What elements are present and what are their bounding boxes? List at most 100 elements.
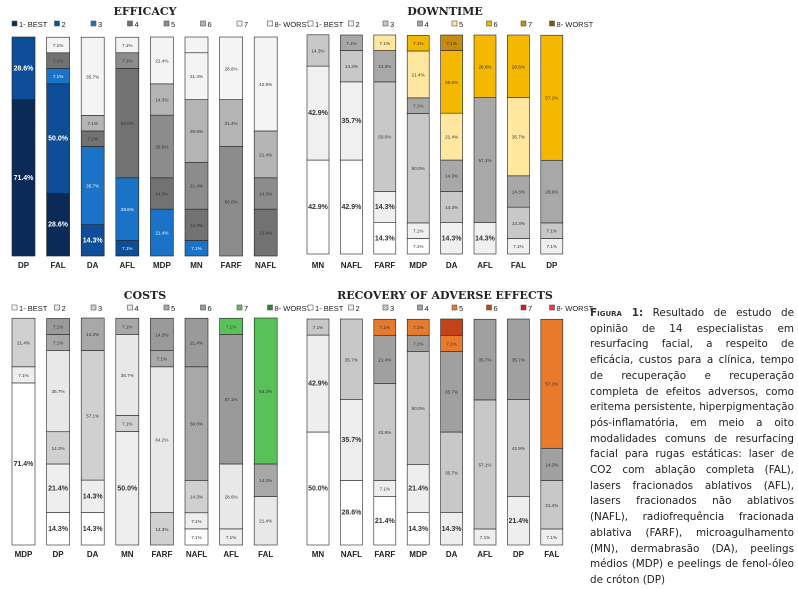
data-label: 7.1% xyxy=(122,421,132,426)
legend-label: 7 xyxy=(244,304,248,313)
data-label: 21.4% xyxy=(408,486,429,493)
bar-segment xyxy=(253,317,278,465)
category-label: FAL xyxy=(51,261,66,270)
data-label: 7.1% xyxy=(346,41,356,46)
legend-label: 2 xyxy=(356,304,360,313)
data-label: 28.6% xyxy=(14,65,35,72)
category-label: FARF xyxy=(221,261,242,270)
category-label: DA xyxy=(87,261,99,270)
bar-segment xyxy=(440,318,463,336)
category-label: FARF xyxy=(374,550,395,559)
data-label: 7.1% xyxy=(53,74,63,79)
legend-label: 3 xyxy=(98,304,102,313)
legend-label: 7 xyxy=(528,304,532,313)
legend-swatch xyxy=(54,304,60,311)
data-label: 21.4% xyxy=(378,357,391,362)
data-label: 35.7% xyxy=(512,357,525,362)
category-label: FAL xyxy=(258,550,273,559)
category-label: MDP xyxy=(409,550,427,559)
legend-label: 4 xyxy=(135,304,139,313)
data-label: 57.1% xyxy=(478,158,491,163)
bar-segment xyxy=(540,34,564,161)
legend-swatch xyxy=(127,304,133,311)
category-label: AFL xyxy=(120,261,136,270)
legend-swatch xyxy=(348,304,354,311)
data-label: 7.1% xyxy=(53,43,63,48)
bar-segment xyxy=(406,35,430,52)
data-label: 21.4% xyxy=(190,184,203,189)
data-label: 14.3% xyxy=(48,526,69,533)
category-label: DA xyxy=(446,261,458,270)
data-label: 7.1% xyxy=(122,43,132,48)
legend-swatch xyxy=(307,20,314,27)
category-label: DP xyxy=(546,261,558,270)
data-label: 50.0% xyxy=(412,406,425,411)
data-label: 7.1% xyxy=(122,324,132,329)
data-label: 35.7% xyxy=(52,389,65,394)
category-label: NAFL xyxy=(255,261,276,270)
bar-segment xyxy=(440,34,463,51)
legend-label: 2 xyxy=(62,20,66,29)
bar-segment xyxy=(306,34,330,67)
data-label: 14.3% xyxy=(190,223,203,228)
category-label: MN xyxy=(190,261,203,270)
figure-caption: Figura 1: Resultado de estudo de opinião… xyxy=(590,306,794,589)
category-label: NAFL xyxy=(341,550,362,559)
data-label: 50.0% xyxy=(190,422,203,427)
data-label: 21.4% xyxy=(17,341,30,346)
data-label: 7.1% xyxy=(313,325,323,330)
legend-label: 1- BEST xyxy=(19,304,48,313)
bar-segment xyxy=(219,317,243,335)
legend-label: 7 xyxy=(244,20,248,29)
data-label: 14.3% xyxy=(155,191,168,196)
bar-segment xyxy=(340,34,363,51)
legend-swatch xyxy=(520,304,527,311)
data-label: 21.4% xyxy=(412,72,425,77)
legend-swatch xyxy=(267,20,273,27)
data-label: 57.1% xyxy=(545,382,558,387)
legend-label: 8- WORST xyxy=(275,20,312,29)
bar-segment xyxy=(406,318,430,336)
data-label: 50.0% xyxy=(121,121,134,126)
data-label: 7.1% xyxy=(122,246,132,251)
data-label: 7.1% xyxy=(413,41,423,46)
caption-label: Figura 1: xyxy=(590,307,644,319)
data-label: 14.3% xyxy=(512,189,525,194)
category-label: AFL xyxy=(223,550,239,559)
data-label: 7.1% xyxy=(53,325,63,330)
category-label: MDP xyxy=(153,261,171,270)
legend-swatch xyxy=(451,20,458,27)
data-label: 7.1% xyxy=(191,535,201,540)
data-label: 21.4% xyxy=(259,231,272,236)
legend-label: 8- WORST xyxy=(275,304,312,313)
data-label: 57.1% xyxy=(545,96,558,101)
legend-swatch xyxy=(200,304,206,311)
data-label: 21.4% xyxy=(225,121,238,126)
data-label: 7.1% xyxy=(446,41,456,46)
bar-segment xyxy=(115,317,140,335)
bar-segment xyxy=(184,317,209,368)
category-label: DP xyxy=(18,261,30,270)
legend-label: 2 xyxy=(356,20,360,29)
data-label: 14.3% xyxy=(259,478,272,483)
bar-segment xyxy=(150,36,174,85)
legend-swatch xyxy=(382,304,389,311)
category-label: AFL xyxy=(477,550,493,559)
legend-swatch xyxy=(54,20,60,27)
data-label: 7.1% xyxy=(547,229,557,234)
bar-segment xyxy=(80,317,105,351)
data-label: 57.1% xyxy=(225,397,238,402)
legend-label: 3 xyxy=(98,20,102,29)
category-label: FARF xyxy=(374,261,395,270)
data-label: 14.3% xyxy=(83,237,104,244)
data-label: 14.3% xyxy=(83,493,104,500)
chart-title: EFFICACY xyxy=(113,5,176,18)
data-label: 7.1% xyxy=(87,137,97,142)
bar-segment xyxy=(473,318,497,401)
data-label: 7.1% xyxy=(380,487,390,492)
legend-label: 4 xyxy=(425,304,429,313)
data-label: 21.4% xyxy=(155,231,168,236)
figure: EFFICACY 1- BEST 2 3 4 5 6 7 8- WORST 71.4% 28.6% D… xyxy=(11,5,594,559)
legend-label: 8- WORST xyxy=(557,20,594,29)
category-label: DP xyxy=(53,550,65,559)
